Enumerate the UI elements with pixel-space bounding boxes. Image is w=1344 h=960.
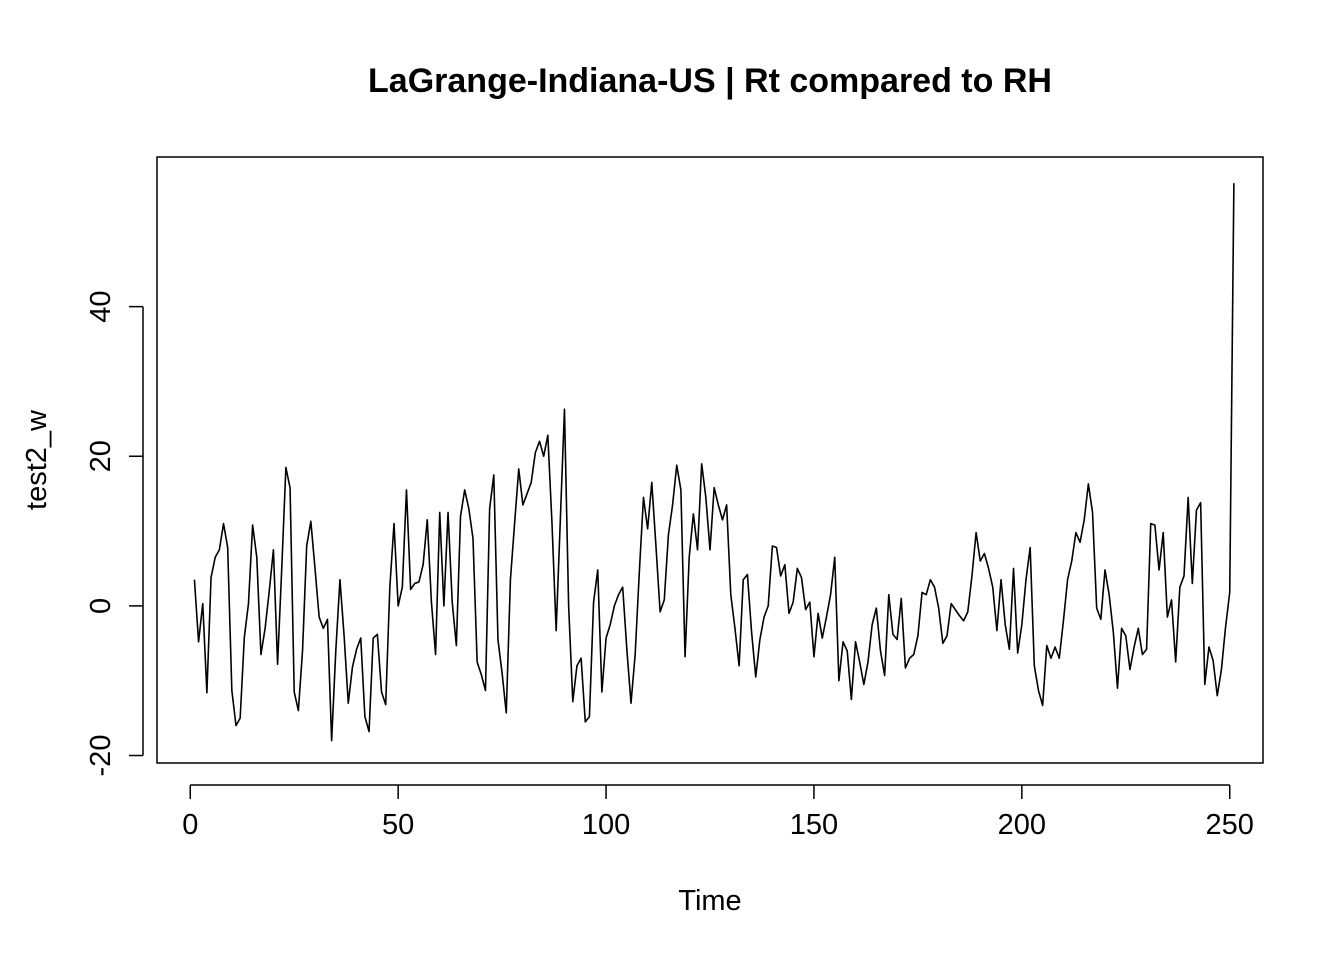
y-tick-label: -20 — [85, 735, 117, 777]
plot-frame — [156, 156, 1264, 764]
x-axis: 0 50 100 150 200 250 — [182, 784, 1254, 841]
y-tick-label: 0 — [85, 598, 117, 614]
x-tick-label: 50 — [382, 809, 414, 841]
series-line-1 — [193, 183, 1235, 742]
x-tick-label: 250 — [1206, 809, 1254, 841]
series-layer — [193, 183, 1235, 742]
x-tick-label: 200 — [998, 809, 1046, 841]
y-tick-label: 20 — [85, 440, 117, 472]
x-tick-label: 100 — [582, 809, 630, 841]
y-axis-label: test2_w — [21, 409, 53, 510]
y-tick-label: 40 — [85, 290, 117, 322]
x-tick-label: 0 — [182, 809, 198, 841]
x-tick-label: 150 — [790, 809, 838, 841]
chart-title: LaGrange-Indiana-US | Rt compared to RH — [368, 62, 1052, 100]
y-axis: -20 0 20 40 — [85, 290, 144, 777]
x-axis-label: Time — [678, 885, 741, 917]
